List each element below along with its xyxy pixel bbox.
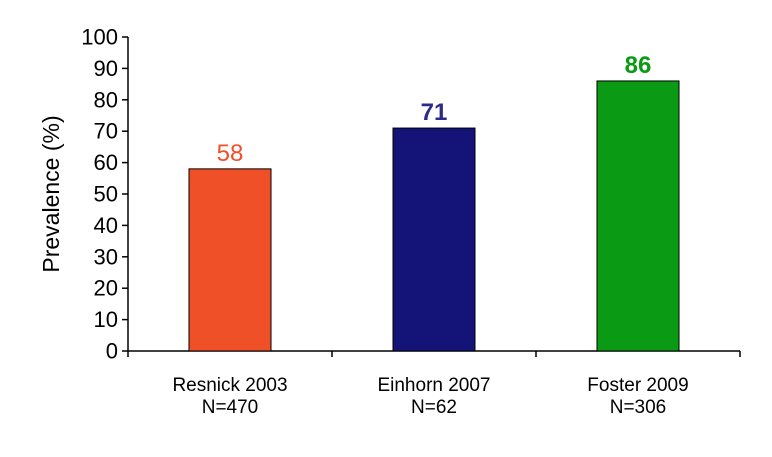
data-labels: 58 71 86	[217, 52, 652, 167]
y-tick-label: 20	[94, 276, 118, 301]
bar	[188, 168, 272, 352]
x-category-sublabel: N=306	[610, 397, 667, 418]
data-label: 86	[625, 52, 652, 79]
x-category-sublabel: N=470	[202, 397, 259, 418]
y-axis: 0 10 20 30 40 50 60 70 80 90 100 Prevalence (%)	[38, 25, 129, 364]
y-tick-label: 0	[106, 339, 118, 364]
data-label: 71	[421, 99, 448, 126]
x-axis	[127, 350, 741, 357]
y-tick-label: 10	[94, 307, 118, 332]
x-category-sublabel: N=62	[411, 397, 457, 418]
x-category-label: Einhorn 2007	[377, 375, 490, 396]
y-tick-label: 80	[94, 87, 118, 112]
x-category-label: Foster 2009	[587, 375, 688, 396]
bars	[188, 80, 680, 352]
data-label: 58	[217, 140, 244, 167]
y-tick-label: 90	[94, 56, 118, 81]
y-tick-label: 50	[94, 182, 118, 207]
bar	[392, 127, 476, 352]
y-tick-label: 30	[94, 244, 118, 269]
y-tick-label: 60	[94, 150, 118, 175]
x-category-label: Resnick 2003	[172, 375, 287, 396]
y-tick-label: 70	[94, 119, 118, 144]
y-tick-label: 40	[94, 213, 118, 238]
x-ticks	[127, 351, 741, 357]
y-axis-label: Prevalence (%)	[38, 115, 64, 272]
y-ticks: 0 10 20 30 40 50 60 70 80 90 100	[81, 25, 128, 364]
y-tick-label: 100	[81, 25, 118, 50]
bar	[596, 80, 680, 352]
